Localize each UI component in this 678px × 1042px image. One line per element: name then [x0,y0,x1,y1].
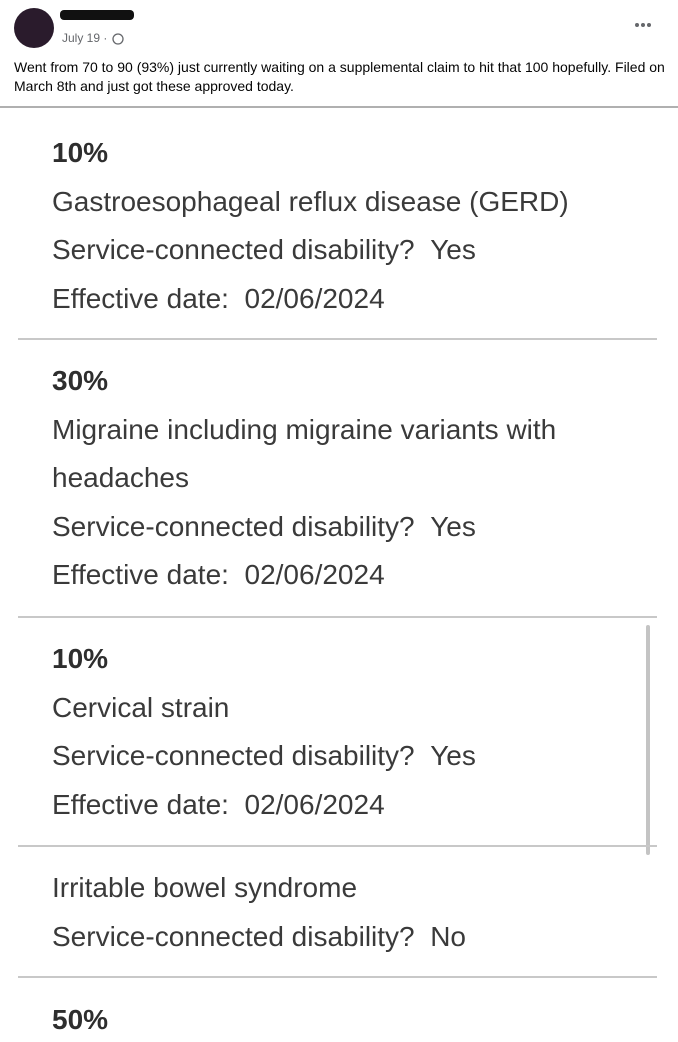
post-header [0,8,678,108]
rating: 30% [52,365,109,396]
more-button[interactable] [635,23,651,27]
rating-item: Irritable bowel syndrome Service-connecte… [52,864,622,961]
sc-label: Service-connected disability? [52,740,415,771]
sc-label: Service-connected disability? [52,234,415,265]
post-text: Went from 70 to 90 (93%) just currently … [14,59,665,94]
separator [18,338,657,340]
condition: Migraine including migraine variants wit… [52,413,557,494]
rating: 10% [52,643,109,674]
redacted-name [60,10,134,20]
post-date[interactable]: July 19 · [62,31,108,45]
rating-item: 10% Cervical strain Service-connected disa… [52,635,622,829]
sc-value: Yes [430,234,476,265]
sc-value: No [430,920,466,952]
condition: Cervical strain [52,691,230,723]
condition: Irritable bowel syndrome [52,872,358,903]
rating-item: 50% [52,996,622,1042]
date-label: Effective date: [52,559,229,590]
date-label: Effective date: [52,788,229,820]
separator [18,845,657,847]
service-connected: Service-connected disability? Yes [52,732,622,781]
scrollbar [646,625,650,855]
rating-item: 10% Gastroesophageal reflux disease (GERD… [52,129,622,323]
sc-value: Yes [430,510,476,542]
condition: Gastroesophageal reflux disease (GERD) [52,185,569,217]
globe-icon [112,33,124,45]
avatar[interactable] [14,8,54,48]
sc-value: Yes [430,740,476,771]
service-connected: Service-connected disability? No [52,913,622,962]
sc-label: Service-connected disability? [52,920,415,952]
separator [18,976,657,978]
effective-date: Effective date: 02/06/2024 [52,551,622,600]
rating: 10% [52,137,109,168]
divider [0,106,678,108]
service-connected: Service-connected disability? Yes [52,226,622,275]
rating-item: 30% Migraine including migraine variants … [52,357,622,600]
date-value: 02/06/2024 [244,282,385,314]
date-value: 02/06/2024 [244,559,385,590]
effective-date: Effective date: 02/06/2024 [52,781,622,830]
separator [18,616,657,618]
effective-date: Effective date: 02/06/2024 [52,275,622,324]
date-label: Effective date: [52,282,229,314]
date-value: 02/06/2024 [244,788,385,820]
service-connected: Service-connected disability? Yes [52,503,622,552]
rating: 50% [52,1004,109,1035]
sc-label: Service-connected disability? [52,510,415,542]
